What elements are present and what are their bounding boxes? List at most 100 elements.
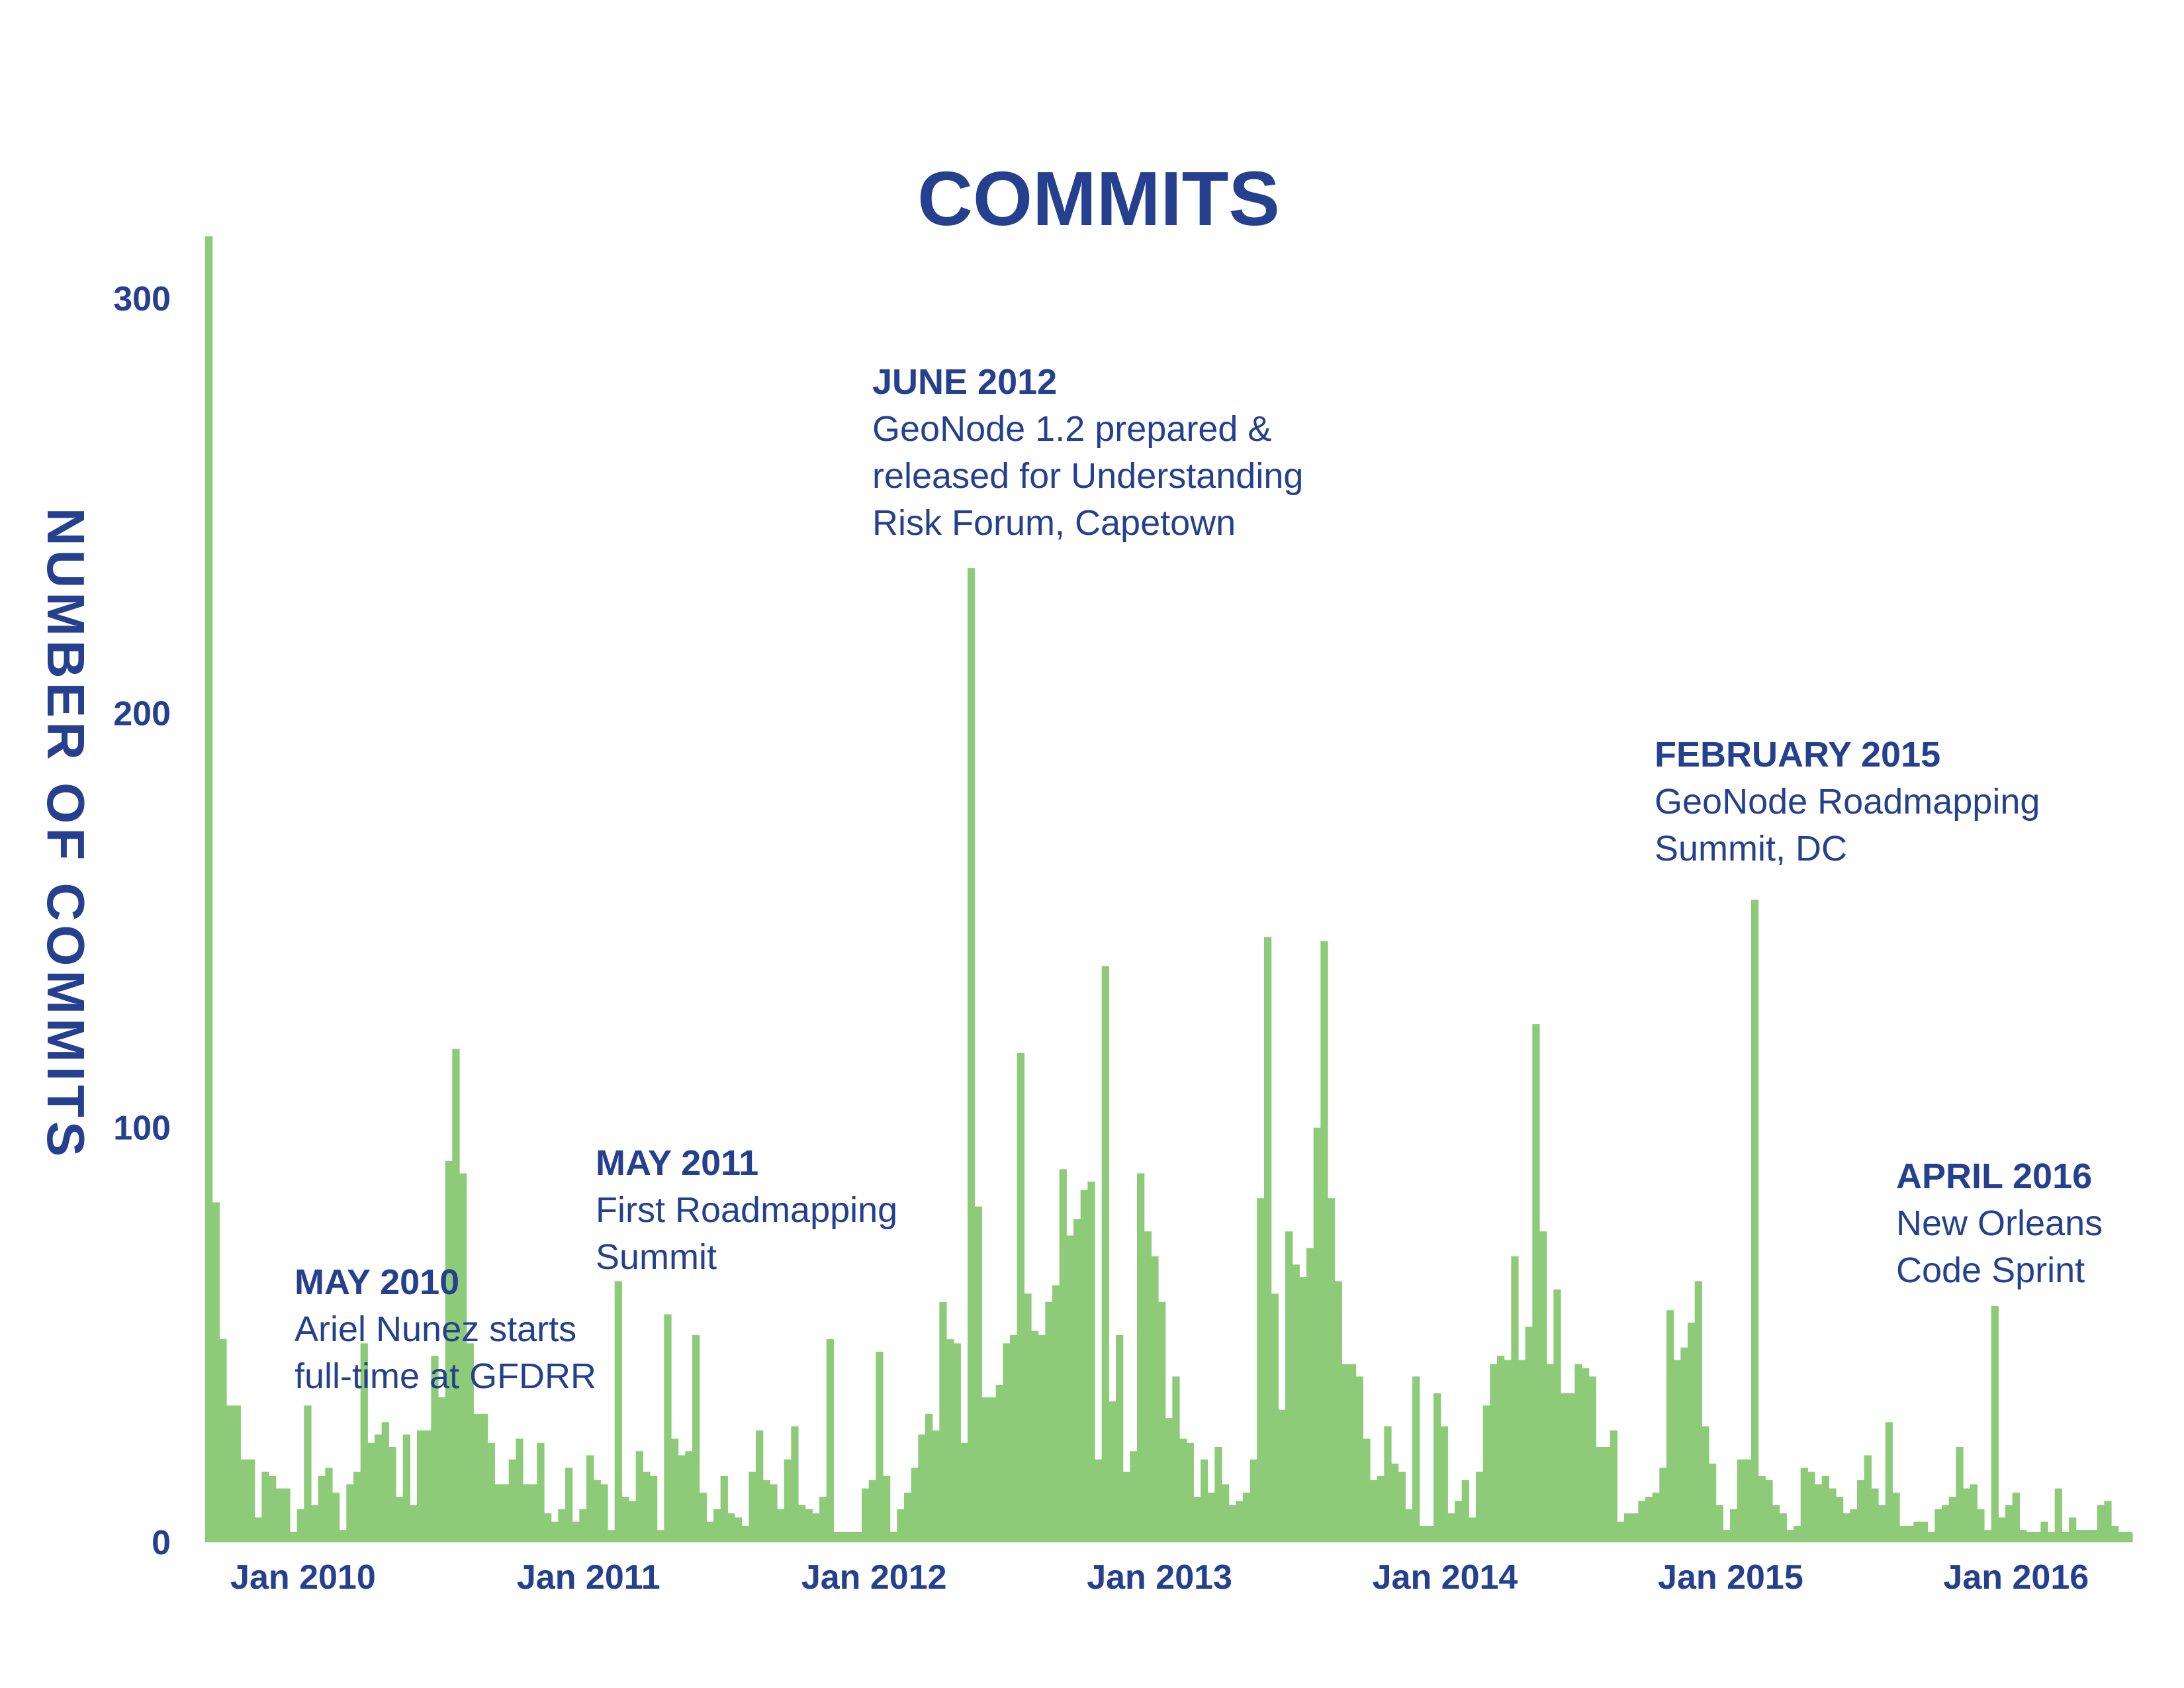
bar <box>410 1505 418 1542</box>
bar <box>424 1430 432 1542</box>
bar <box>1236 1501 1244 1542</box>
bar <box>1172 1376 1180 1542</box>
bar <box>1956 1446 1964 1542</box>
bar <box>770 1484 778 1542</box>
bar <box>2005 1505 2013 1542</box>
bar <box>960 1442 968 1542</box>
bar <box>1518 1360 1526 1542</box>
bar <box>283 1488 291 1542</box>
bar <box>621 1497 629 1542</box>
bar <box>233 1405 241 1542</box>
bar <box>1355 1376 1363 1542</box>
bar <box>671 1438 679 1542</box>
bar <box>1934 1509 1942 1542</box>
bar <box>360 1343 368 1542</box>
bar <box>1285 1231 1293 1542</box>
bar <box>466 1343 474 1542</box>
bar <box>1977 1509 1985 1542</box>
bar <box>1871 1488 1879 1542</box>
bar <box>593 1480 601 1542</box>
bar <box>1377 1476 1385 1542</box>
bar <box>388 1446 396 1542</box>
bar <box>480 1413 488 1542</box>
bar <box>1412 1376 1420 1542</box>
bar <box>1942 1505 1950 1542</box>
bar <box>1349 1364 1357 1542</box>
bar <box>1948 1497 1956 1542</box>
bar <box>883 1476 891 1542</box>
x-ticks-layer: Jan 2010 Jan 2011 Jan 2012 Jan 2013 Jan 2014… <box>230 1558 2089 1597</box>
bar <box>629 1501 637 1542</box>
bar <box>325 1468 333 1542</box>
bar <box>1596 1446 1604 1542</box>
bar <box>1228 1505 1236 1542</box>
bar <box>1836 1497 1844 1542</box>
bar <box>735 1517 743 1542</box>
bar <box>558 1509 566 1542</box>
annotation-text: GeoNode Roadmapping <box>1655 782 2040 821</box>
bar <box>1970 1484 1978 1542</box>
bar <box>862 1488 870 1542</box>
bar <box>1116 1335 1124 1542</box>
bar <box>1751 900 1759 1542</box>
bar <box>332 1492 340 1542</box>
baseline <box>205 1532 2132 1542</box>
bar <box>1095 1459 1103 1542</box>
bar <box>219 1339 227 1542</box>
bar <box>1779 1513 1787 1542</box>
bar <box>565 1468 573 1542</box>
annotation-heading: FEBRUARY 2015 <box>1655 735 1940 774</box>
bar <box>353 1472 361 1542</box>
chart-title: COMMITS <box>917 156 1280 242</box>
bar <box>1271 1293 1279 1542</box>
bar <box>1709 1463 1717 1542</box>
bar <box>1292 1264 1300 1542</box>
bar <box>932 1430 940 1542</box>
bar <box>367 1442 375 1542</box>
bar <box>1398 1472 1406 1542</box>
bar <box>1059 1169 1067 1542</box>
x-tick-label: Jan 2015 <box>1658 1558 1803 1597</box>
bar <box>784 1459 792 1542</box>
bar <box>1080 1190 1088 1542</box>
bar <box>1645 1497 1653 1542</box>
bar <box>1490 1364 1498 1542</box>
y-tick-label: 0 <box>152 1524 171 1562</box>
bar <box>1299 1277 1307 1542</box>
bar <box>868 1480 876 1542</box>
bar <box>812 1513 820 1542</box>
x-tick-label: Jan 2012 <box>801 1558 947 1597</box>
bar <box>1744 1459 1752 1542</box>
bar <box>791 1426 799 1542</box>
bar <box>1328 1198 1336 1542</box>
x-tick-label: Jan 2013 <box>1087 1558 1232 1597</box>
bar <box>1864 1455 1872 1542</box>
bar <box>1737 1459 1745 1542</box>
bar <box>643 1472 651 1542</box>
bar <box>1758 1476 1766 1542</box>
annotation-text: released for Understanding <box>872 456 1303 496</box>
bar <box>1222 1484 1230 1542</box>
annotation-text: full-time at GFDRR <box>295 1356 596 1396</box>
bar <box>205 236 213 1542</box>
bar <box>1066 1235 1074 1542</box>
bar <box>1850 1509 1858 1542</box>
bar <box>826 1339 834 1542</box>
bar <box>1334 1281 1342 1542</box>
bar <box>1031 1331 1039 1542</box>
bar <box>968 568 976 1542</box>
bar <box>1561 1393 1569 1542</box>
annotation-text: Summit <box>596 1237 717 1277</box>
bar <box>1765 1480 1773 1542</box>
bar <box>1024 1293 1032 1542</box>
annotation-heading: MAY 2011 <box>596 1143 758 1183</box>
bar <box>897 1509 905 1542</box>
bar <box>1087 1182 1095 1542</box>
bar <box>974 1206 982 1542</box>
y-ticks-layer: 0 100 200 300 <box>113 280 171 1562</box>
annotation-heading: MAY 2010 <box>295 1262 459 1302</box>
x-tick-label: Jan 2011 <box>517 1558 660 1597</box>
bar <box>1638 1501 1646 1542</box>
bar <box>1101 966 1109 1542</box>
bar <box>1158 1301 1166 1542</box>
